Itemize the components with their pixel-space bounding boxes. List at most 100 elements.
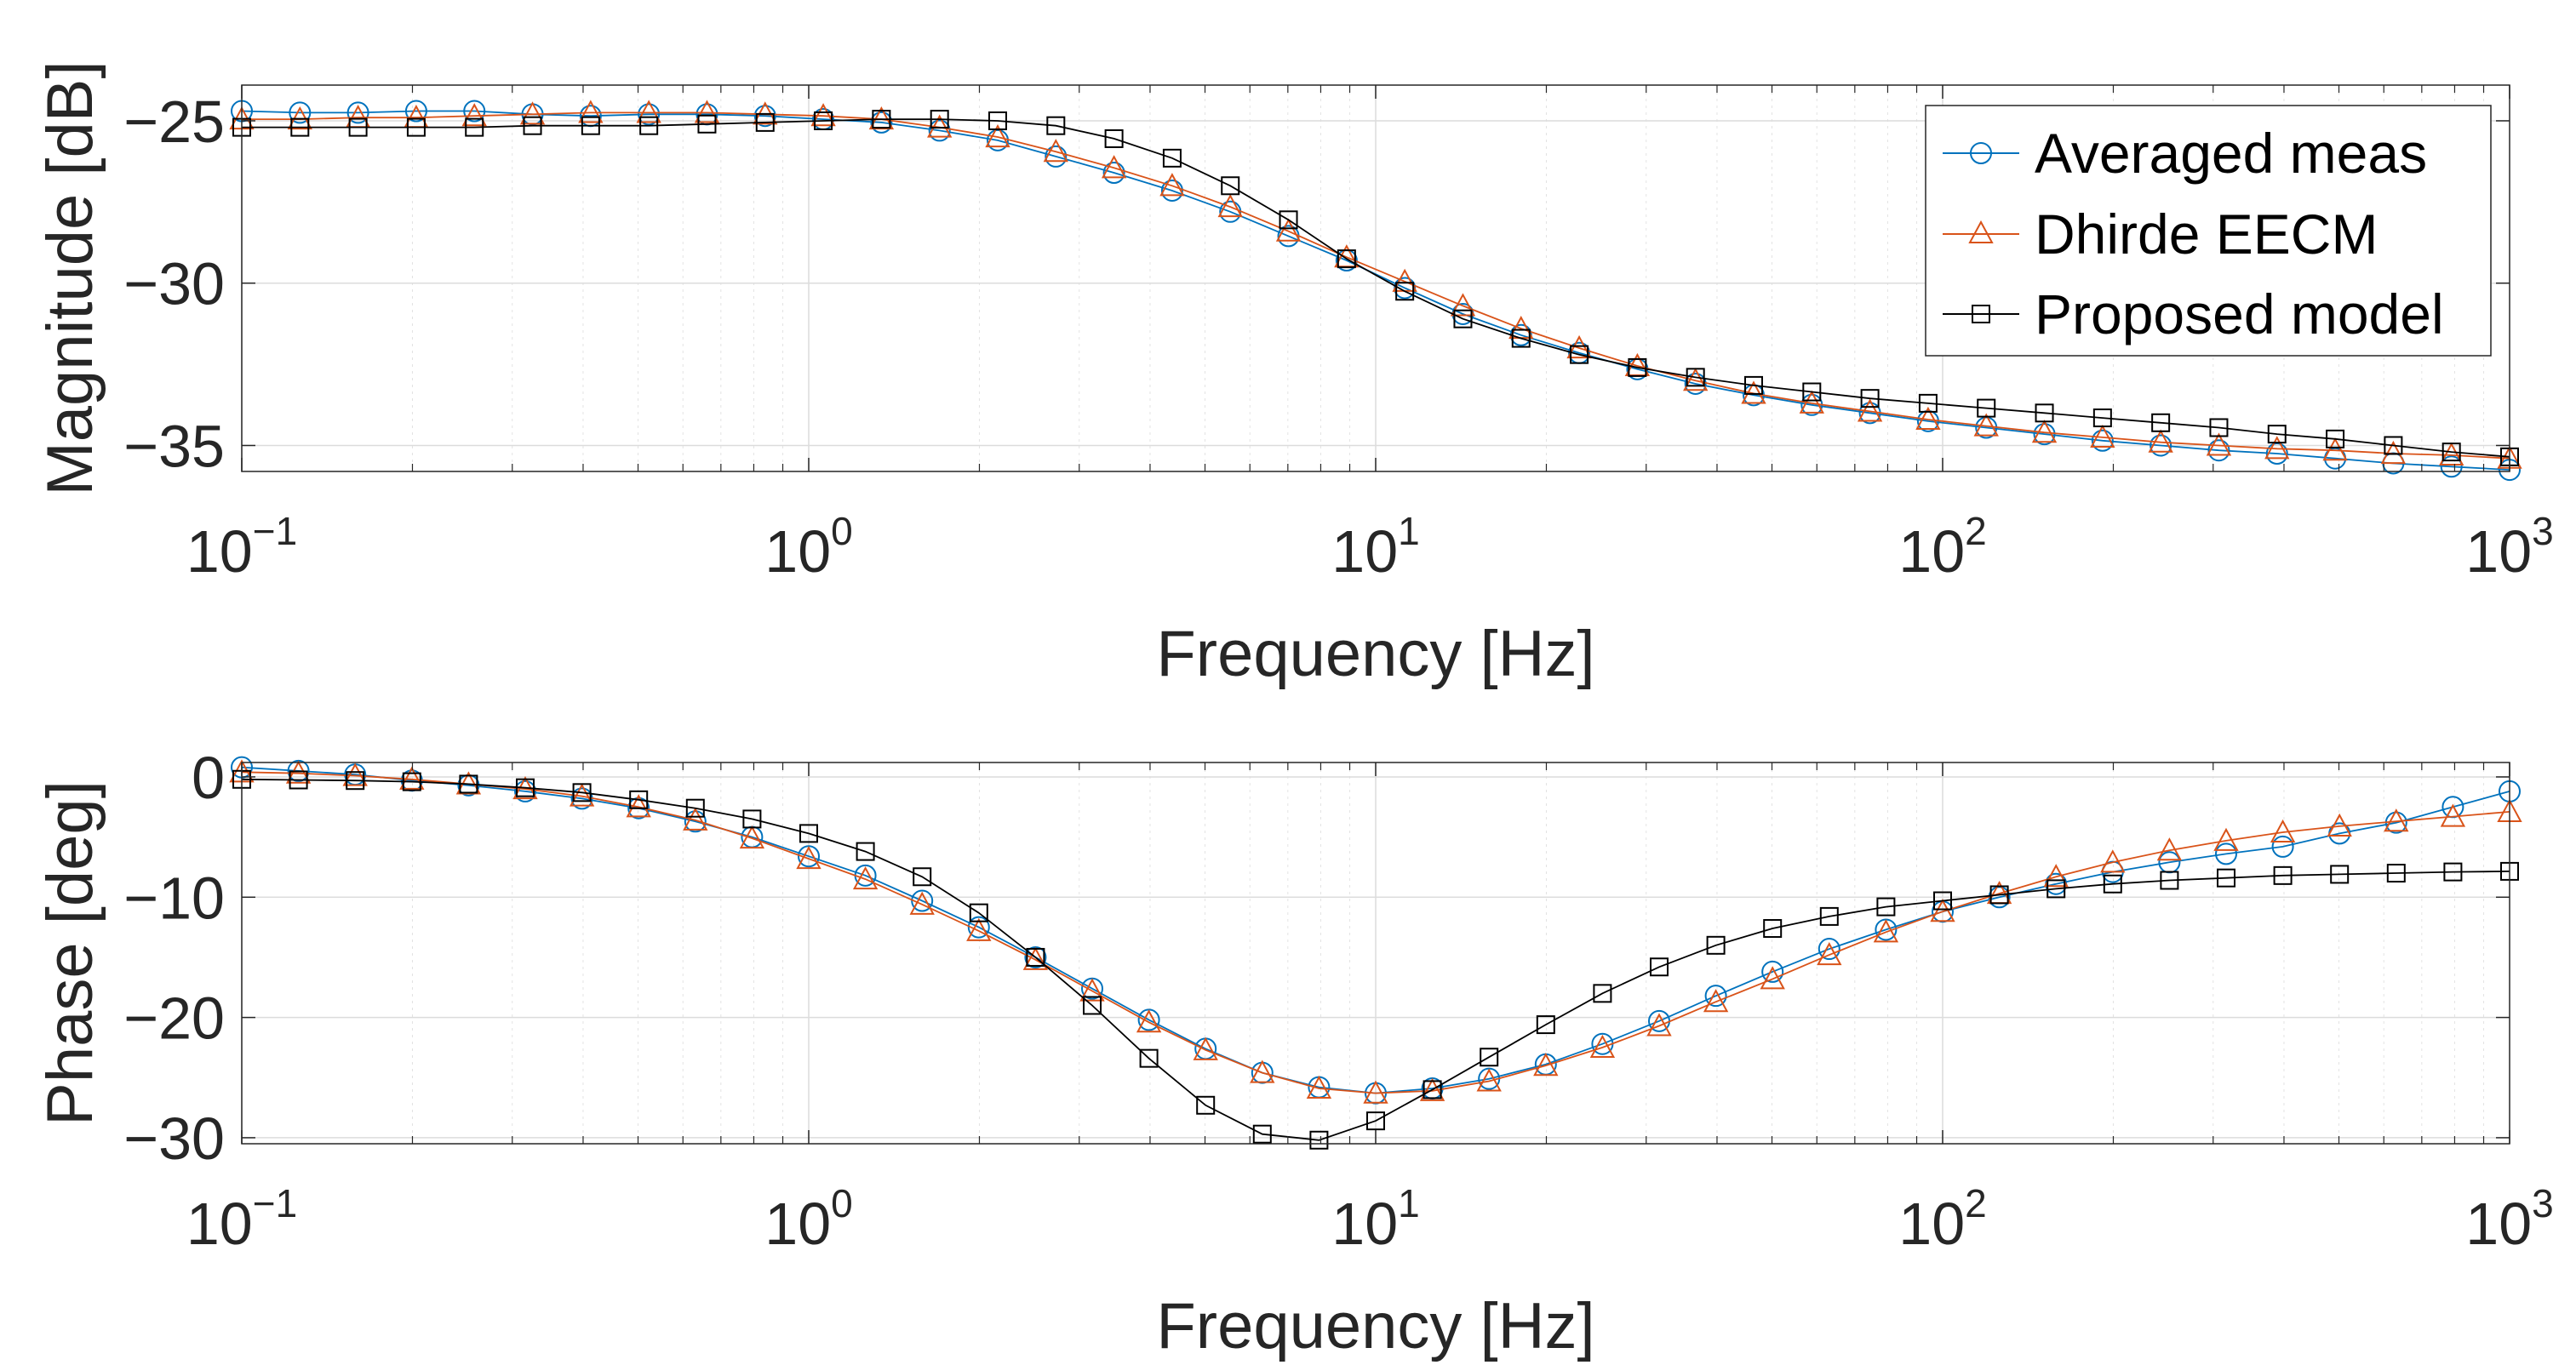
magnitude-x-tick-label: 103 [2465, 509, 2553, 585]
phase-x-tick-label: 10−1 [186, 1181, 297, 1257]
data-point-triangle [1193, 1037, 1218, 1060]
data-point-triangle [2322, 437, 2348, 461]
data-point-square [1819, 906, 1839, 926]
data-point-triangle [1741, 380, 1766, 404]
data-point-triangle [2100, 849, 2126, 873]
data-point-triangle [1760, 966, 1785, 990]
data-point-square [2443, 862, 2463, 882]
data-point-square [2209, 418, 2229, 437]
circle-marker-icon [1970, 142, 1992, 164]
magnitude-x-tick-label: 101 [1331, 509, 1419, 585]
data-point-triangle [1419, 1077, 1445, 1101]
data-point-triangle [796, 845, 821, 870]
data-point-square [459, 774, 478, 794]
data-point-square [1933, 891, 1952, 911]
data-point-triangle [1306, 1075, 1332, 1099]
data-point-square [2151, 413, 2171, 432]
data-point-triangle [694, 100, 720, 123]
data-point-triangle [966, 917, 992, 941]
legend-entry-proposed-model: Proposed model [1943, 283, 2444, 346]
data-point-square [2441, 443, 2461, 462]
data-point-triangle [1646, 1013, 1672, 1037]
legend-box [1925, 105, 2492, 357]
data-point-circle [1818, 938, 1840, 961]
data-point-triangle [868, 106, 895, 130]
data-point-square [1252, 1124, 1272, 1144]
data-point-square [1860, 389, 1880, 408]
phase-series-line [241, 778, 2510, 1141]
data-point-triangle [1799, 390, 1824, 414]
data-point-square [1650, 957, 1669, 977]
data-point-triangle [519, 101, 546, 125]
phase-x-tick-label: 102 [1898, 1181, 1986, 1257]
data-point-square [1366, 1111, 1385, 1131]
data-point-circle [2215, 842, 2237, 865]
data-point-circle [1160, 179, 1183, 202]
data-point-circle [1045, 145, 1068, 168]
triangle-marker-icon [1968, 220, 1994, 243]
magnitude-y-tick-label: −35 [123, 413, 225, 479]
data-point-square [1686, 368, 1705, 387]
data-point-square [516, 778, 535, 797]
data-point-triangle [927, 114, 953, 138]
magnitude-x-tick-label: 100 [764, 509, 852, 585]
data-point-triangle [1703, 989, 1729, 1013]
data-point-square [2092, 408, 2112, 428]
data-point-triangle [1363, 1080, 1388, 1104]
data-point-square [639, 116, 659, 135]
data-point-circle [2091, 429, 2114, 452]
data-point-triangle [2213, 827, 2239, 851]
data-point-triangle [569, 783, 595, 807]
magnitude-subplot: −25 −30 −35 10−1 100 101 102 103 Magnitude [dB]… [34, 60, 2554, 690]
data-point-square [1536, 1015, 1555, 1035]
data-point-triangle [2206, 432, 2232, 456]
data-point-triangle [461, 103, 487, 127]
legend-label-proposed-model: Proposed model [2035, 283, 2444, 346]
magnitude-ticks: −25 −30 −35 10−1 100 101 102 103 [123, 85, 2554, 585]
data-point-triangle [2384, 808, 2409, 832]
data-point-circle [2440, 455, 2463, 478]
phase-x-tick-label: 101 [1331, 1181, 1419, 1257]
phase-series-triangle [229, 759, 2522, 1104]
data-point-square [406, 117, 426, 137]
data-point-triangle [1159, 173, 1185, 197]
data-point-triangle [2090, 424, 2115, 448]
data-point-circle [638, 103, 661, 126]
data-point-triangle [1973, 413, 1999, 437]
data-point-square [1395, 282, 1415, 301]
data-point-triangle [1476, 1068, 1502, 1092]
data-point-triangle [2031, 420, 2058, 443]
data-point-square [814, 111, 833, 130]
data-point-circle [289, 101, 312, 124]
data-point-triangle [2439, 442, 2464, 465]
data-point-square [523, 116, 542, 135]
data-point-square [1453, 309, 1473, 328]
phase-series-square [232, 769, 2519, 1150]
data-point-triangle [626, 794, 651, 818]
data-point-square [1802, 382, 1822, 402]
data-point-triangle [285, 760, 312, 784]
data-point-triangle [1857, 398, 1883, 422]
data-point-circle [1761, 960, 1784, 983]
data-point-circle [2150, 434, 2172, 457]
legend-label-dhirde-eecm: Dhirde EECM [2035, 203, 2378, 266]
magnitude-series [229, 100, 2522, 482]
data-point-square [1139, 1048, 1159, 1068]
data-point-triangle [1533, 1053, 1559, 1077]
data-point-triangle [852, 865, 879, 890]
data-point-square [1046, 116, 1066, 135]
legend: Averaged meas Dhirde EECM Proposed model [1925, 105, 2492, 357]
phase-y-tick-label: 0 [192, 745, 225, 811]
data-point-square [1918, 393, 1938, 413]
magnitude-x-tick-label: 10−1 [186, 509, 297, 585]
data-point-square [402, 772, 421, 791]
data-point-triangle [1079, 978, 1105, 1002]
data-point-triangle [1566, 334, 1592, 359]
data-point-triangle [1450, 293, 1476, 317]
data-point-circle [911, 889, 934, 912]
phase-x-tick-label: 103 [2465, 1181, 2553, 1257]
data-point-square [1480, 1048, 1499, 1067]
data-point-triangle [636, 100, 661, 123]
data-point-circle [753, 105, 776, 128]
